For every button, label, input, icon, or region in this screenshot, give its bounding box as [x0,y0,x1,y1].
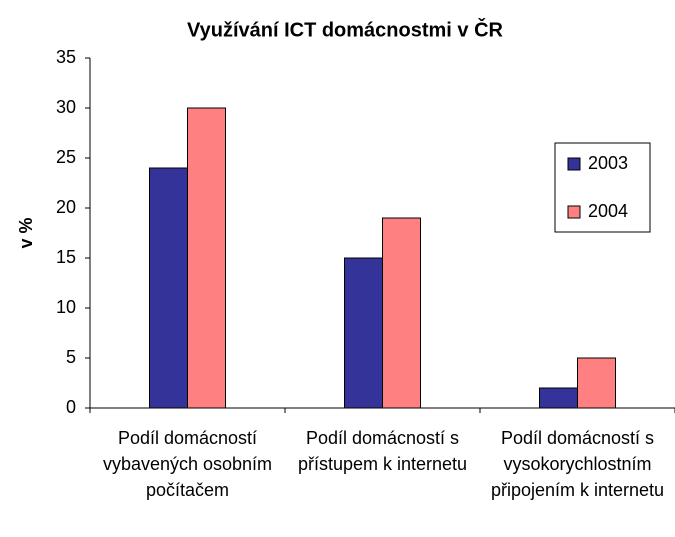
y-tick-label: 25 [56,147,76,167]
y-tick-label: 0 [66,397,76,417]
bar [149,167,188,409]
chart-title: Využívání ICT domácnostmi v ČR [187,17,504,41]
legend-label: 2003 [588,153,628,173]
x-tick-label: Podíl domácností s vysokorychlostním při… [490,428,665,500]
bar [539,387,578,409]
legend-swatch [567,205,581,219]
y-tick-label: 30 [56,97,76,117]
bar [344,257,383,409]
y-tick-label: 15 [56,247,76,267]
y-tick-label: 10 [56,297,76,317]
legend-label: 2004 [588,201,628,221]
y-tick-label: 5 [66,347,76,367]
legend-swatch [567,157,581,171]
bar [577,357,616,409]
x-tick-label: Podíl domácností vybavených osobním počí… [102,428,273,500]
bar [187,107,226,409]
y-tick-label: 20 [56,197,76,217]
x-tick-label: Podíl domácností s přístupem k internetu [297,428,468,474]
bar [382,217,421,409]
y-tick-label: 35 [56,47,76,67]
y-axis-label: v % [16,217,36,248]
